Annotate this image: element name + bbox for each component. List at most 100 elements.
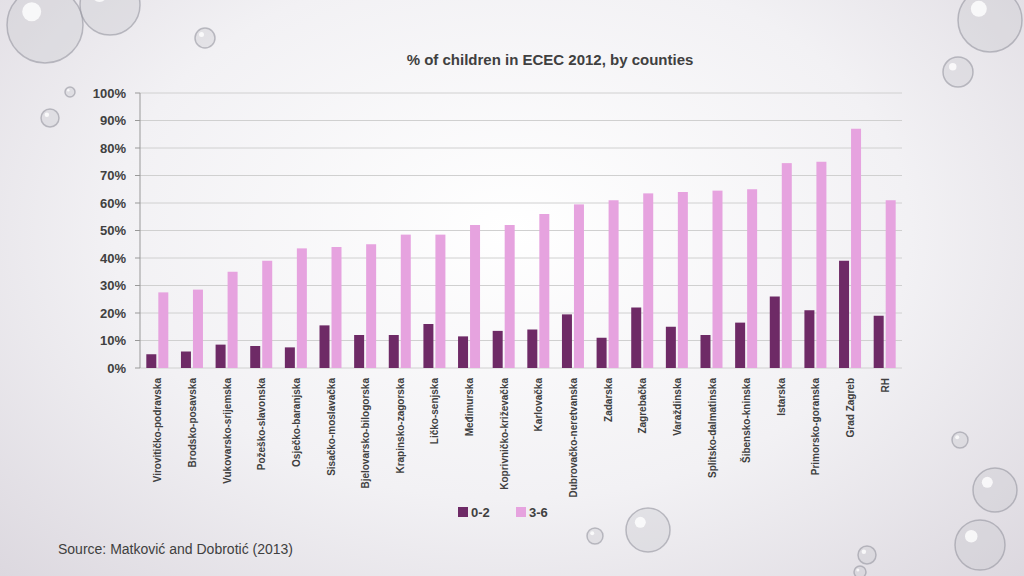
bar (770, 297, 780, 369)
tick-mark (135, 93, 140, 94)
decor-bubble (958, 0, 1022, 52)
legend-label: 0-2 (471, 505, 490, 520)
x-tick-label: Zagrebačka (637, 378, 648, 434)
legend-label: 3-6 (529, 505, 548, 520)
x-tick-label: Varaždinska (672, 378, 683, 436)
chart-title: % of children in ECEC 2012, by counties (405, 50, 695, 70)
x-tick-label: Grad Zagreb (845, 378, 856, 437)
bar (285, 347, 295, 368)
bar (320, 325, 330, 368)
y-tick-label: 100% (93, 86, 127, 101)
decor-highlight (67, 89, 70, 92)
x-tick-label: Istarska (776, 378, 787, 416)
decor-highlight (955, 435, 959, 439)
bar (158, 292, 168, 368)
decor-highlight (45, 113, 50, 118)
decor-bubble (973, 468, 1017, 512)
bar (713, 191, 723, 368)
y-tick-label: 50% (100, 223, 126, 238)
x-tick-label: Vukovarsko-srijemska (222, 378, 233, 484)
y-tick-label: 30% (100, 278, 126, 293)
bars (146, 129, 895, 368)
bar (262, 261, 272, 368)
x-tick-label: Šibensko-kninska (740, 378, 752, 463)
bar (354, 335, 364, 368)
bar (816, 162, 826, 368)
decor-bubble (854, 566, 866, 576)
tick-mark (135, 120, 140, 121)
bar (423, 324, 433, 368)
y-tick-label: 90% (100, 113, 126, 128)
x-tick-label: Požeško-slavonska (256, 378, 267, 471)
source-note: Source: Matković and Dobrotić (2013) (58, 541, 293, 557)
decor-bubble (858, 546, 876, 564)
bar (874, 316, 884, 368)
x-tick-label: Koprivničko-križevačka (499, 378, 510, 490)
decor-bubble (943, 57, 973, 87)
decor-highlight (949, 63, 957, 71)
y-tick-label: 70% (100, 168, 126, 183)
tick-mark (135, 258, 140, 259)
bar (631, 308, 641, 369)
bar (666, 327, 676, 368)
bar (747, 189, 757, 368)
decor-highlight (199, 32, 204, 37)
bar (228, 272, 238, 368)
x-tick-label: Brodsko-posavska (187, 378, 198, 468)
bar (574, 204, 584, 368)
tick-mark (135, 203, 140, 204)
x-tick-label: Primorsko-goranska (810, 378, 821, 476)
x-tick-label: Dubrovačko-neretvanska (568, 378, 579, 498)
decor-highlight (22, 2, 41, 21)
bar (366, 244, 376, 368)
y-tick-label: 10% (100, 333, 126, 348)
x-tick-label: Virovitičko-podravska (152, 378, 163, 483)
bar (782, 163, 792, 368)
legend-swatch (458, 507, 468, 517)
x-tick-label: Karlovačka (533, 378, 544, 432)
tick-mark (135, 230, 140, 231)
decor-bubble (195, 28, 215, 48)
bar (851, 129, 861, 368)
decor-highlight (982, 477, 993, 488)
x-tick-label: Splitsko-dalmatinska (707, 378, 718, 478)
bar (562, 314, 572, 368)
bar (493, 331, 503, 368)
tick-mark (135, 285, 140, 286)
bar (389, 335, 399, 368)
x-tick-label: RH (880, 378, 891, 392)
bar (401, 235, 411, 368)
decor-highlight (590, 531, 594, 535)
y-tick-label: 0% (107, 361, 126, 376)
bar (735, 323, 745, 368)
bar (527, 330, 537, 369)
grid-line (140, 148, 902, 149)
chart: 0%10%20%30%40%50%60%70%80%90%100%Virovit… (0, 0, 1024, 576)
bar (181, 352, 191, 369)
bar (458, 336, 468, 368)
decor-highlight (92, 0, 107, 2)
x-tick-label: Bjelovarsko-bilogorska (360, 378, 371, 489)
y-tick-label: 20% (100, 306, 126, 321)
decor-bubble (955, 520, 1005, 570)
y-tick-label: 80% (100, 141, 126, 156)
decor-highlight (856, 568, 859, 571)
tick-mark (135, 175, 140, 176)
bar (678, 192, 688, 368)
bar (643, 193, 653, 368)
bar (701, 335, 711, 368)
y-tick-label: 40% (100, 251, 126, 266)
x-tick-label: Osječko-baranjska (291, 378, 302, 467)
bar (216, 345, 226, 368)
tick-mark (135, 340, 140, 341)
legend-swatch (516, 507, 526, 517)
tick-mark (135, 368, 140, 369)
decor-bubble (80, 0, 140, 35)
bar (839, 261, 849, 368)
decor-highlight (862, 550, 867, 555)
decor-bubble (626, 508, 670, 552)
bar (470, 225, 480, 368)
y-axis (140, 93, 141, 368)
bar (435, 235, 445, 368)
bar (297, 248, 307, 368)
